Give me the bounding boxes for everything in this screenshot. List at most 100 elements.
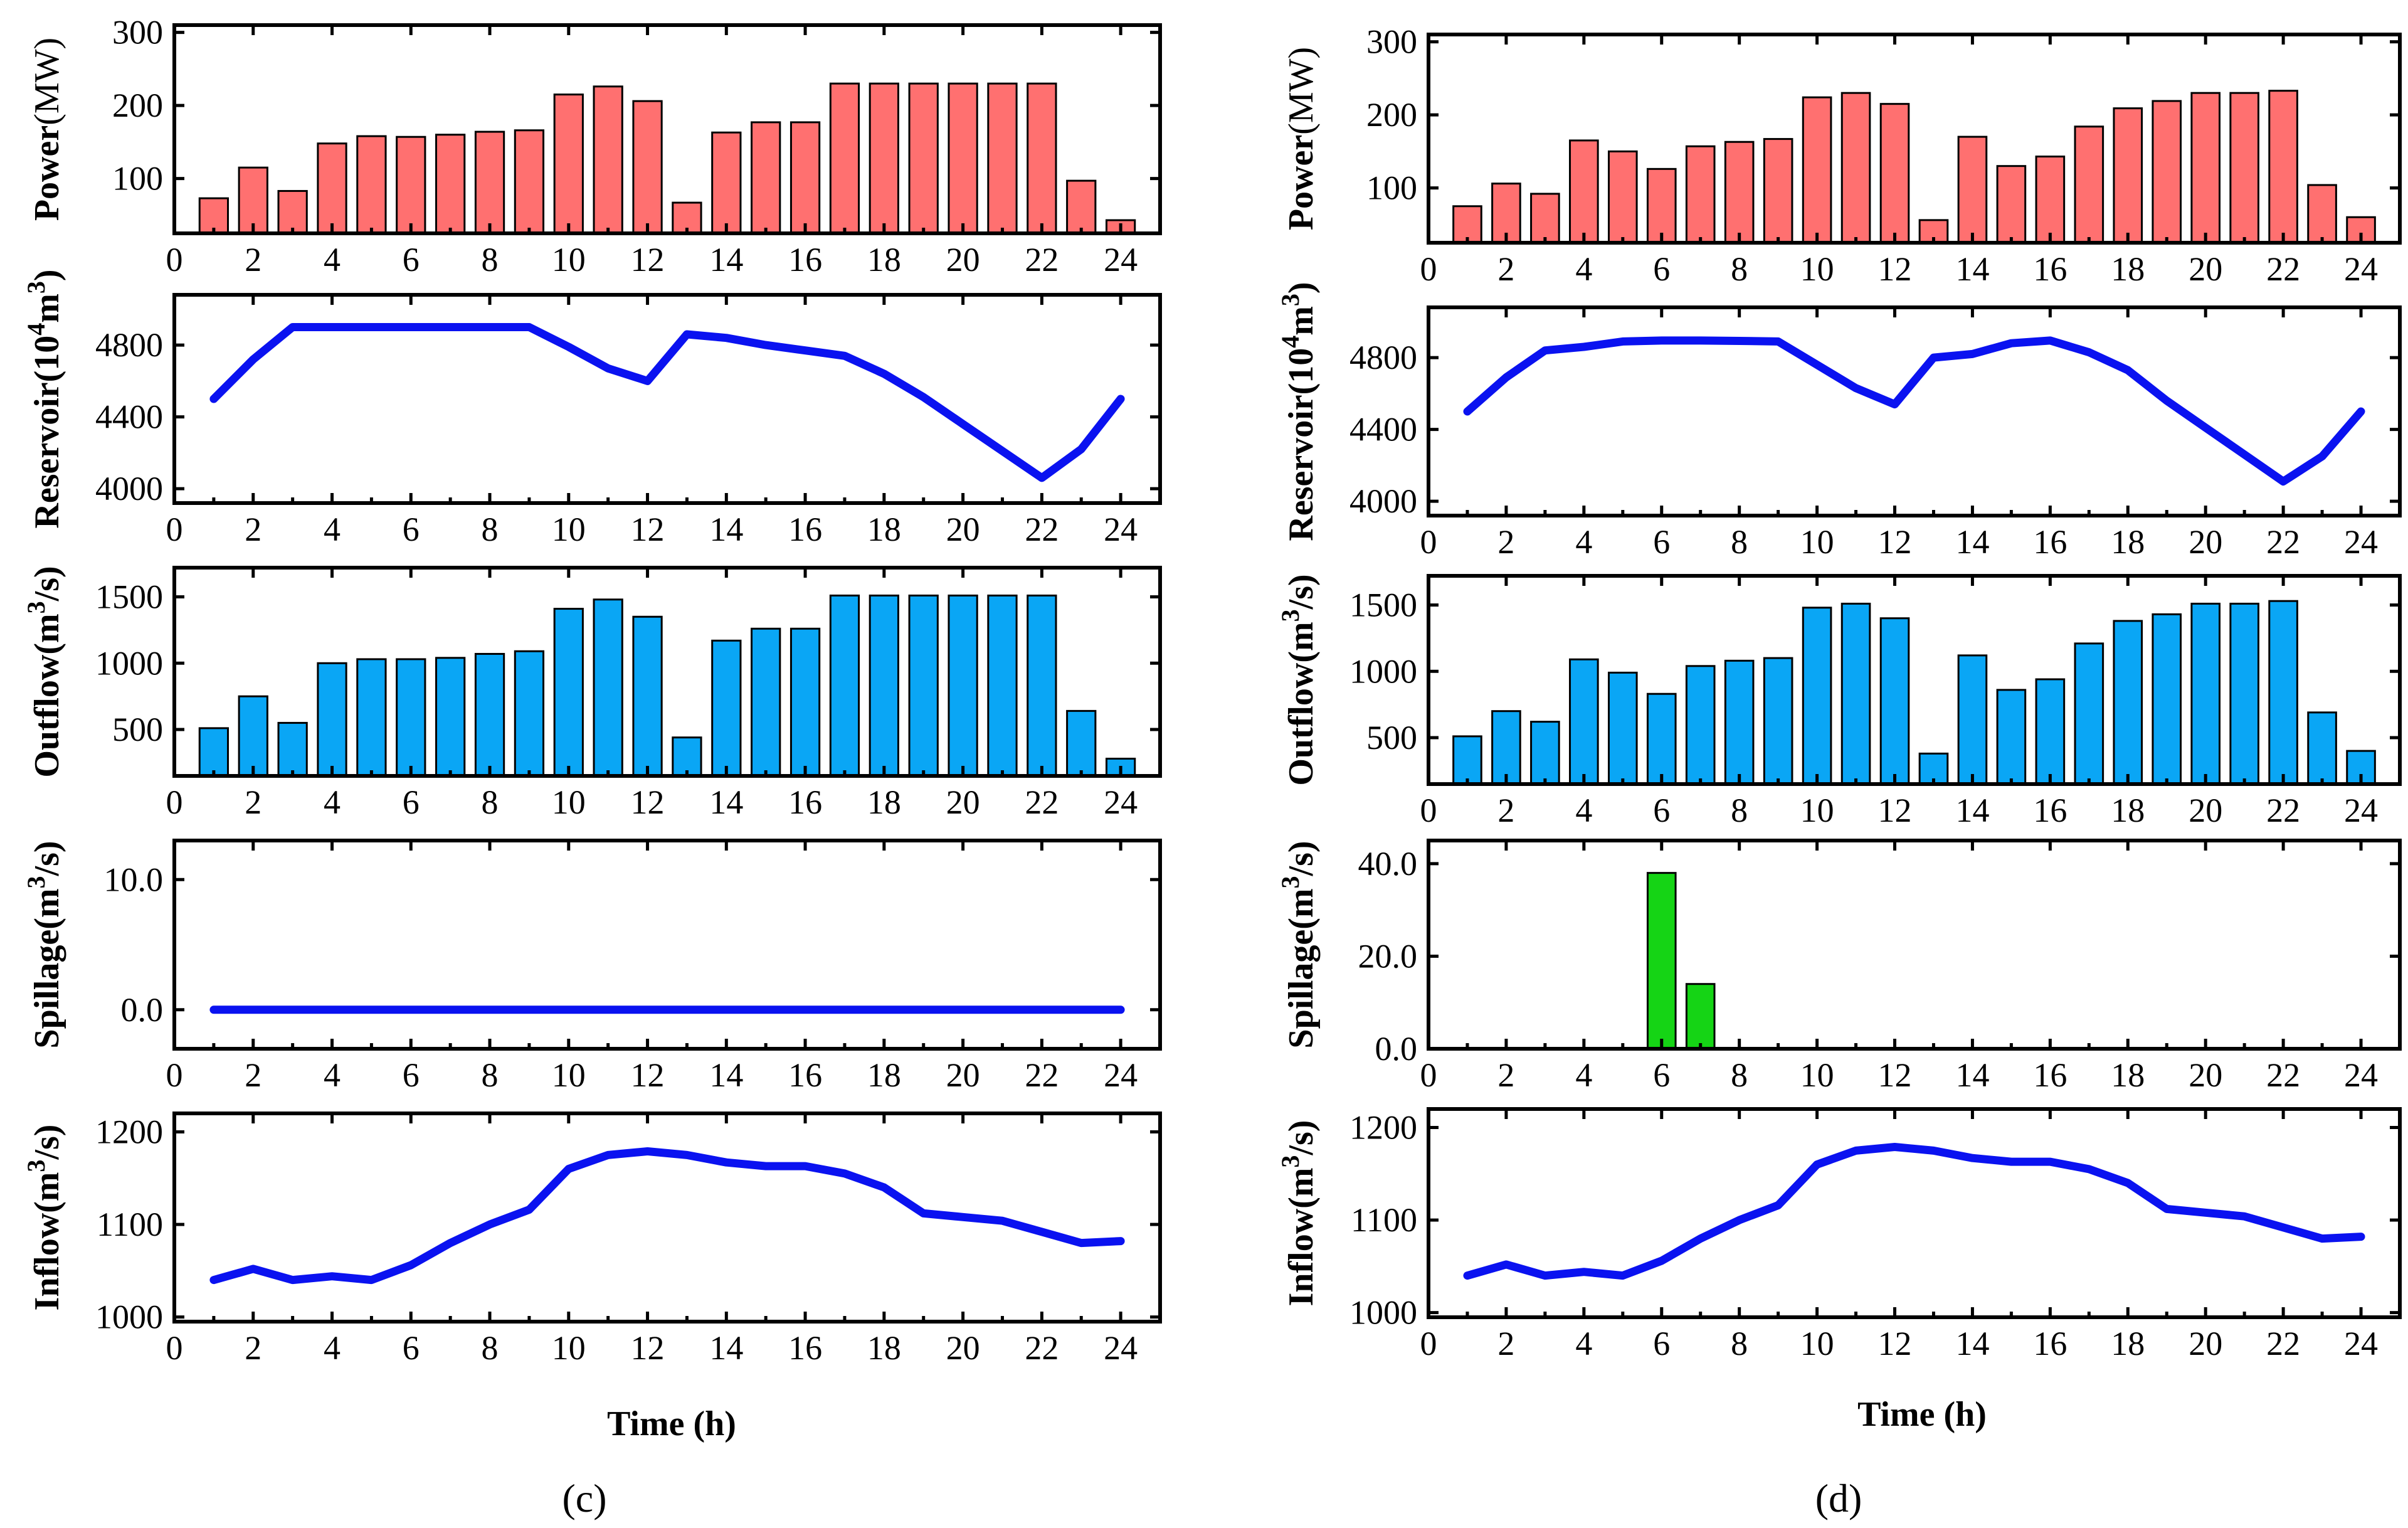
d-outflow-bar: [2190, 602, 2221, 785]
c-outflow-frame: [172, 566, 1162, 778]
d-reservoir-xtick-label: 6: [1653, 523, 1670, 561]
d-inflow-ytick-label: 1200: [1349, 1109, 1417, 1147]
c-reservoir-xtick-label: 10: [552, 511, 586, 548]
c-power-bar: [317, 142, 347, 235]
c-power-ylabel: Power(MW): [28, 38, 66, 221]
c-power-xtick-label: 14: [709, 241, 743, 279]
c-inflow-xtick-label: 22: [1025, 1329, 1059, 1367]
d-power-xtick-label: 14: [1955, 250, 1989, 288]
d-reservoir-frame: [1427, 305, 2402, 517]
d-power-bar: [1607, 150, 1638, 244]
c-reservoir-series-line: [209, 323, 1125, 482]
d-spillage-ytick-label: 20.0: [1358, 937, 1418, 975]
c-outflow-bar: [908, 594, 939, 777]
d-inflow-xtick-label: 16: [2033, 1325, 2067, 1362]
d-spillage-xtick-label: 10: [1800, 1056, 1834, 1094]
d-outflow-bar: [1879, 617, 1910, 785]
d-power-frame: [1427, 33, 2402, 245]
d-outflow-bar: [2035, 678, 2066, 785]
d-power-xtick-label: 22: [2266, 250, 2300, 288]
c-inflow-xtick-label: 20: [946, 1329, 980, 1367]
d-outflow-xtick-label: 18: [2111, 792, 2145, 829]
c-spillage-panel: 0 2 4 6 8 10 12 14 16 18 20 22 240.010.0Spillage(m3/…: [22, 839, 1162, 1094]
c-power-bar: [553, 93, 584, 235]
d-inflow-ylabel: Inflow(m3/s): [1276, 1120, 1321, 1307]
c-outflow-xtick-label: 24: [1104, 783, 1138, 821]
d-power-bar: [1569, 139, 1599, 244]
c-reservoir-frame: [172, 293, 1162, 505]
d-spillage-ytick-label: 40.0: [1358, 845, 1418, 883]
d-outflow-bar: [1724, 659, 1755, 785]
d-power-bar: [2268, 90, 2298, 244]
c-outflow-bar: [987, 594, 1018, 777]
c-spillage-xtick-label: 24: [1104, 1056, 1138, 1094]
d-outflow-bar: [2229, 602, 2259, 785]
c-spillage-xtick-label: 14: [709, 1056, 743, 1094]
c-reservoir-ytick-label: 4800: [95, 326, 163, 364]
d-reservoir-ylabel: Reservoir(104m3): [1276, 282, 1321, 541]
c-power-frame: [172, 23, 1162, 235]
d-spillage-xtick-label: 6: [1653, 1056, 1670, 1094]
d-reservoir-ytick-label: 4000: [1349, 482, 1417, 520]
c-power-xtick-label: 0: [166, 241, 183, 279]
c-outflow-xtick-label: 12: [631, 783, 665, 821]
c-inflow-ytick-label: 1200: [95, 1113, 163, 1151]
c-spillage-xtick-label: 16: [788, 1056, 822, 1094]
c-spillage-frame: [172, 839, 1162, 1051]
c-spillage-xtick-label: 12: [631, 1056, 665, 1094]
c-outflow-bar: [198, 727, 230, 777]
d-outflow-frame: [1427, 574, 2402, 786]
d-outflow-bar: [2074, 642, 2104, 785]
c-inflow-xtick-label: 12: [631, 1329, 665, 1367]
c-reservoir-xtick-label: 6: [403, 511, 420, 548]
c-power-bar: [474, 130, 505, 235]
d-outflow-xtick-label: 22: [2266, 792, 2300, 829]
d-inflow-xtick-label: 8: [1731, 1325, 1748, 1362]
c-reservoir-xtick-label: 20: [946, 511, 980, 548]
panels: 0 2 4 6 8 10 12 14 16 18 20 22 24100200300Power(MW)0…: [22, 14, 2402, 1367]
c-outflow-bar: [869, 594, 899, 777]
c-outflow-bar: [435, 657, 466, 777]
d-inflow-xtick-label: 18: [2111, 1325, 2145, 1362]
d-outflow-xtick-label: 4: [1575, 792, 1592, 829]
d-inflow-xtick-label: 0: [1420, 1325, 1437, 1362]
d-outflow-xtick-label: 6: [1653, 792, 1670, 829]
c-outflow-bar: [789, 627, 821, 777]
c-power-ytick-label: 300: [112, 14, 163, 51]
d-spillage-xtick-label: 18: [2111, 1056, 2145, 1094]
c-power-xtick-label: 12: [631, 241, 665, 279]
c-inflow-xtick-label: 0: [166, 1329, 183, 1367]
c-outflow-xtick-label: 18: [867, 783, 901, 821]
c-spillage-xtick-label: 22: [1025, 1056, 1059, 1094]
c-reservoir-ylabel: Reservoir(104m3): [22, 269, 67, 528]
d-reservoir-series-line: [1463, 336, 2365, 486]
c-power-xtick-label: 20: [946, 241, 980, 279]
d-outflow-bar: [2307, 711, 2337, 785]
d-inflow-xtick-label: 14: [1955, 1325, 1989, 1362]
c-inflow-panel: 0 2 4 6 8 10 12 14 16 18 20 22 24100011001200Inflow(…: [22, 1112, 1162, 1367]
d-reservoir-xtick-label: 4: [1575, 523, 1592, 561]
d-outflow-bar: [1530, 721, 1560, 785]
c-reservoir-xtick-label: 8: [482, 511, 499, 548]
c-inflow-series-line: [209, 1147, 1125, 1285]
c-outflow-ytick-label: 500: [112, 711, 163, 748]
c-reservoir-ytick-label: 4000: [95, 470, 163, 507]
c-reservoir-xtick-label: 4: [324, 511, 341, 548]
d-power-xtick-label: 10: [1800, 250, 1834, 288]
c-outflow-xtick-label: 4: [324, 783, 341, 821]
d-reservoir-xtick-label: 12: [1878, 523, 1912, 561]
c-power-xtick-label: 16: [788, 241, 822, 279]
d-spillage-xtick-label: 8: [1731, 1056, 1748, 1094]
c-outflow-xtick-label: 6: [403, 783, 420, 821]
c-power-bar: [632, 100, 663, 235]
c-reservoir-xtick-label: 14: [709, 511, 743, 548]
c-power-xtick-label: 8: [482, 241, 499, 279]
d-power-bar: [2035, 156, 2066, 244]
c-power-bar: [396, 135, 426, 235]
d-outflow-bar: [1569, 658, 1599, 785]
c-spillage-xtick-label: 2: [245, 1056, 261, 1094]
d-spillage-xtick-label: 14: [1955, 1056, 1989, 1094]
d-power-xtick-label: 16: [2033, 250, 2067, 288]
c-outflow-xtick-label: 14: [709, 783, 743, 821]
